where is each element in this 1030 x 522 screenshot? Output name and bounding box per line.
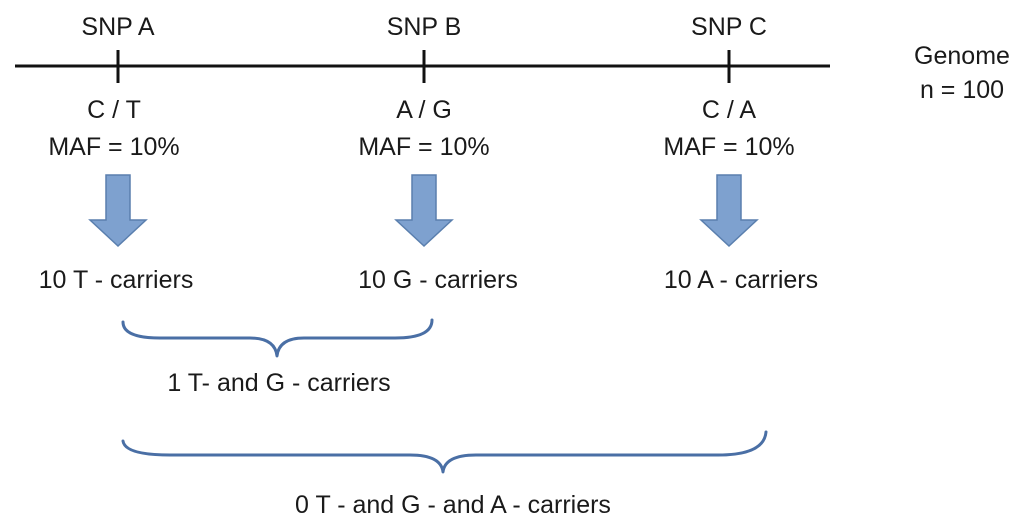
snp-c-alleles: C / A [702, 96, 757, 124]
triple-carriers-label: 0 T - and G - and A - carriers [295, 491, 611, 519]
snp-c-carriers: 10 A - carriers [664, 266, 818, 294]
snp-a-name: SNP A [81, 13, 155, 41]
snp-c-name: SNP C [691, 13, 767, 41]
triple-brace [121, 430, 768, 474]
snp-c-maf: MAF = 10% [663, 133, 794, 161]
genome-n-label: n = 100 [920, 76, 1004, 104]
genome-label: Genome [914, 42, 1010, 70]
snp-b-maf: MAF = 10% [358, 133, 489, 161]
snp-a-down-arrow [88, 174, 148, 248]
pair-brace [121, 318, 434, 358]
pair-carriers-label: 1 T- and G - carriers [167, 369, 390, 397]
snp-c-down-arrow [699, 174, 759, 248]
snp-a-alleles: C / T [87, 96, 141, 124]
snp-b-carriers: 10 G - carriers [358, 266, 518, 294]
snp-b-alleles: A / G [396, 96, 452, 124]
snp-b-name: SNP B [387, 13, 462, 41]
snp-a-carriers: 10 T - carriers [39, 266, 194, 294]
snp-a-maf: MAF = 10% [48, 133, 179, 161]
snp-b-down-arrow [394, 174, 454, 248]
